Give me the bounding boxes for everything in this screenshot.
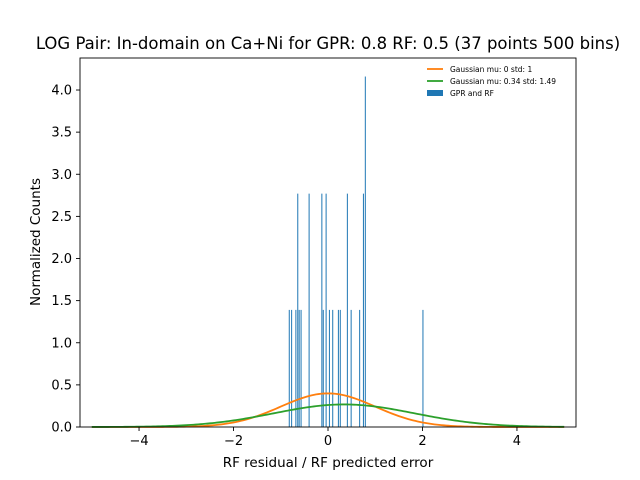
gaussian-curve-1 bbox=[91, 392, 565, 428]
histogram-bar bbox=[291, 309, 293, 427]
x-axis-label: RF residual / RF predicted error bbox=[223, 455, 434, 471]
plot-area bbox=[79, 57, 577, 428]
legend-label: Gaussian mu: 0 std: 1 bbox=[450, 65, 532, 74]
legend-label: Gaussian mu: 0.34 std: 1.49 bbox=[450, 77, 556, 86]
histogram-bar bbox=[288, 309, 290, 427]
y-tick-label: 1.0 bbox=[51, 336, 72, 351]
y-axis: 0.0 0.5 1.0 1.5 2.0 2.5 3.0 3.5 4.0 bbox=[51, 84, 80, 436]
y-tick-label: 4.0 bbox=[51, 84, 72, 99]
histogram-bar bbox=[297, 193, 299, 427]
y-tick-label: 2.0 bbox=[51, 252, 72, 267]
histogram-bar bbox=[362, 193, 364, 427]
histogram-bar bbox=[308, 193, 310, 427]
chart-title: LOG Pair: In-domain on Ca+Ni for GPR: 0.… bbox=[36, 34, 620, 53]
histogram-bar bbox=[339, 309, 341, 427]
legend: Gaussian mu: 0 std: 1 Gaussian mu: 0.34 s… bbox=[427, 65, 556, 98]
y-tick-label: 0.0 bbox=[51, 421, 72, 436]
legend-swatch bbox=[427, 90, 443, 96]
histogram-bar bbox=[298, 309, 300, 427]
histogram-bar bbox=[364, 76, 366, 428]
legend-label: GPR and RF bbox=[450, 89, 494, 98]
histogram-bar bbox=[332, 309, 334, 427]
histogram-bar bbox=[295, 309, 297, 427]
y-axis-label: Normalized Counts bbox=[28, 178, 44, 306]
histogram-bar bbox=[322, 309, 324, 427]
x-tick-label: 2 bbox=[418, 434, 426, 449]
histogram-bar bbox=[350, 309, 352, 427]
histogram-bar bbox=[328, 309, 330, 427]
histogram-bar bbox=[337, 309, 339, 427]
y-tick-label: 3.0 bbox=[51, 168, 72, 183]
gaussian-curve-2 bbox=[91, 403, 565, 428]
histogram-bar bbox=[359, 309, 361, 427]
y-tick-label: 3.5 bbox=[51, 126, 72, 141]
x-axis: −4 −2 0 2 4 bbox=[129, 427, 521, 449]
y-tick-label: 0.5 bbox=[51, 378, 72, 393]
histogram-bar bbox=[325, 193, 327, 427]
y-tick-label: 1.5 bbox=[51, 294, 72, 309]
histogram-bar bbox=[321, 193, 323, 427]
x-tick-label: −2 bbox=[224, 434, 243, 449]
x-tick-label: −4 bbox=[129, 434, 148, 449]
histogram-bar bbox=[300, 309, 302, 427]
histogram-bar bbox=[422, 309, 424, 427]
plot-frame bbox=[79, 57, 577, 428]
histogram-bar bbox=[346, 193, 348, 427]
x-tick-label: 4 bbox=[513, 434, 521, 449]
x-tick-label: 0 bbox=[324, 434, 332, 449]
y-tick-label: 2.5 bbox=[51, 210, 72, 225]
